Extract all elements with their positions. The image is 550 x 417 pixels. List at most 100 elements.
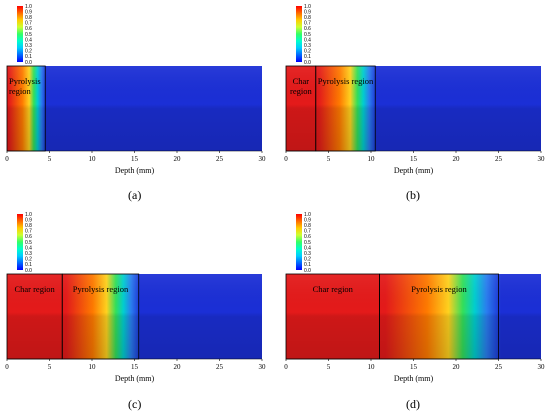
colorbar-tick-label: 0.6	[304, 234, 311, 240]
colorbar-tick-label: 0.2	[304, 49, 311, 55]
pyrolysis-region-label: Pyrolysis region	[411, 284, 467, 294]
colorbar-tick-label: 0.1	[25, 54, 32, 60]
x-tick-label: 10	[368, 155, 376, 163]
x-tick-label: 20	[453, 155, 461, 163]
field-shading	[7, 66, 262, 151]
char-region-label: Char region	[313, 284, 354, 294]
colorbar-tick-label: 0.9	[25, 9, 32, 15]
x-tick-label: 5	[327, 155, 331, 163]
field-shading	[286, 66, 541, 151]
colorbar	[17, 6, 23, 62]
x-tick-label: 25	[216, 363, 224, 371]
colorbar-tick-label: 0.3	[304, 251, 311, 257]
x-tick-label: 10	[89, 363, 97, 371]
x-tick-label: 5	[48, 363, 52, 371]
colorbar-tick-label: 0.9	[25, 217, 32, 223]
colorbar-tick-label: 0.8	[304, 15, 311, 21]
colorbar-tick-label: 1.0	[25, 212, 32, 218]
colorbar-tick-label: 0.7	[304, 21, 311, 27]
colorbar-tick-label: 0.4	[25, 245, 32, 251]
x-tick-label: 15	[410, 155, 418, 163]
caption-a: (a)	[128, 188, 142, 202]
x-tick-label: 0	[5, 155, 9, 163]
colorbar-tick-label: 0.7	[25, 229, 32, 235]
x-tick-label: 5	[48, 155, 52, 163]
caption-b: (b)	[406, 188, 420, 202]
colorbar-tick-label: 0.4	[25, 37, 32, 43]
x-axis-label: Depth (mm)	[115, 374, 155, 383]
char-region-label: Char region	[14, 284, 55, 294]
char-region-label: region	[290, 86, 312, 96]
colorbar-tick-label: 0.1	[304, 54, 311, 60]
colorbar-tick-label: 0.2	[25, 257, 32, 263]
colorbar-tick-label: 0.8	[25, 15, 32, 21]
x-axis-label: Depth (mm)	[115, 166, 155, 175]
x-tick-label: 25	[216, 155, 224, 163]
contour-plot: 1.00.90.80.70.60.50.40.30.20.10.0 Pyrolys…	[5, 4, 267, 175]
colorbar-tick-label: 0.6	[25, 234, 32, 240]
colorbar-tick-label: 0.5	[304, 240, 311, 246]
x-tick-label: 30	[259, 155, 267, 163]
contour-plot: 1.00.90.80.70.60.50.40.30.20.10.0 Char re…	[284, 212, 546, 383]
x-tick-label: 15	[131, 155, 139, 163]
colorbar-tick-label: 0.3	[25, 43, 32, 49]
pyrolysis-region-label: region	[9, 86, 31, 96]
colorbar	[296, 214, 302, 270]
colorbar	[17, 214, 23, 270]
colorbar-tick-label: 0.5	[304, 32, 311, 38]
colorbar-tick-label: 0.1	[25, 262, 32, 268]
colorbar-tick-label: 0.0	[304, 60, 311, 66]
pyrolysis-region-label: Pyrolysis region	[318, 76, 374, 86]
colorbar-tick-label: 0.7	[25, 21, 32, 27]
colorbar-tick-label: 0.5	[25, 240, 32, 246]
pyrolysis-region-label: Pyrolysis region	[73, 284, 129, 294]
x-axis-label: Depth (mm)	[394, 166, 434, 175]
x-tick-label: 0	[5, 363, 9, 371]
colorbar-tick-label: 0.0	[25, 268, 32, 274]
colorbar-tick-label: 0.7	[304, 229, 311, 235]
caption-c: (c)	[128, 397, 142, 411]
x-tick-label: 15	[410, 363, 418, 371]
colorbar-tick-label: 0.6	[25, 26, 32, 32]
x-tick-label: 20	[453, 363, 461, 371]
x-tick-label: 15	[131, 363, 139, 371]
x-tick-label: 30	[259, 363, 267, 371]
x-tick-label: 25	[495, 155, 503, 163]
colorbar-tick-label: 1.0	[304, 4, 311, 10]
x-tick-label: 0	[284, 155, 288, 163]
char-region-label: Char	[293, 76, 310, 86]
colorbar-tick-label: 0.4	[304, 245, 311, 251]
contour-panel-b: 1.0 0.9 0.8 0.7 0.6 0.5 0.4 0.3 0.2 0.1 0.0 Char reg…	[279, 0, 550, 180]
contour-panel-d: 1.0 0.9 0.8 0.7 0.6 0.5 0.4 0.3 0.2 0.1 0.0 Char re…	[279, 208, 550, 388]
x-tick-label: 10	[368, 363, 376, 371]
colorbar-tick-label: 0.8	[25, 223, 32, 229]
field-shading	[7, 274, 262, 359]
x-tick-label: 20	[174, 155, 182, 163]
x-tick-label: 20	[174, 363, 182, 371]
colorbar-tick-label: 0.6	[304, 26, 311, 32]
caption-d: (d)	[406, 397, 420, 411]
pyrolysis-region-label: Pyrolysis	[9, 76, 41, 86]
colorbar-tick-label: 0.5	[25, 32, 32, 38]
colorbar-tick-label: 0.4	[304, 37, 311, 43]
colorbar-tick-label: 0.2	[25, 49, 32, 55]
colorbar-tick-label: 0.1	[304, 262, 311, 268]
colorbar-tick-label: 0.3	[25, 251, 32, 257]
colorbar-tick-label: 0.8	[304, 223, 311, 229]
colorbar-tick-label: 0.0	[304, 268, 311, 274]
colorbar-tick-label: 0.9	[304, 9, 311, 15]
x-tick-label: 10	[89, 155, 97, 163]
colorbar-tick-label: 1.0	[304, 212, 311, 218]
x-tick-label: 30	[538, 363, 546, 371]
x-axis-label: Depth (mm)	[394, 374, 434, 383]
colorbar-tick-label: 0.2	[304, 257, 311, 263]
colorbar-tick-label: 1.0	[25, 4, 32, 10]
colorbar-tick-label: 0.3	[304, 43, 311, 49]
colorbar-tick-label: 0.0	[25, 60, 32, 66]
contour-panel-a: 1.0 0.9 0.8 0.7 0.6 0.5 0.4 0.3 0.2 0.1 0.0 Pyrolys…	[0, 0, 272, 180]
contour-plot: 1.00.90.80.70.60.50.40.30.20.10.0 Char re…	[5, 212, 267, 383]
x-tick-label: 30	[538, 155, 546, 163]
x-tick-label: 25	[495, 363, 503, 371]
x-tick-label: 0	[284, 363, 288, 371]
contour-panel-c: 1.0 0.9 0.8 0.7 0.6 0.5 0.4 0.3 0.2 0.1 0.0 Char re…	[0, 208, 272, 388]
